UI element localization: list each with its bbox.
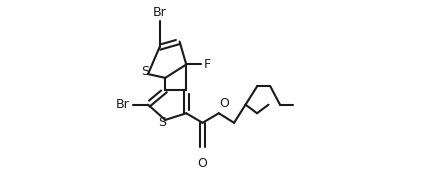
- Text: F: F: [203, 58, 211, 71]
- Text: O: O: [220, 97, 229, 110]
- Text: Br: Br: [116, 98, 130, 111]
- Text: S: S: [158, 116, 166, 129]
- Text: O: O: [198, 157, 208, 170]
- Text: S: S: [141, 65, 149, 78]
- Text: Br: Br: [153, 6, 166, 19]
